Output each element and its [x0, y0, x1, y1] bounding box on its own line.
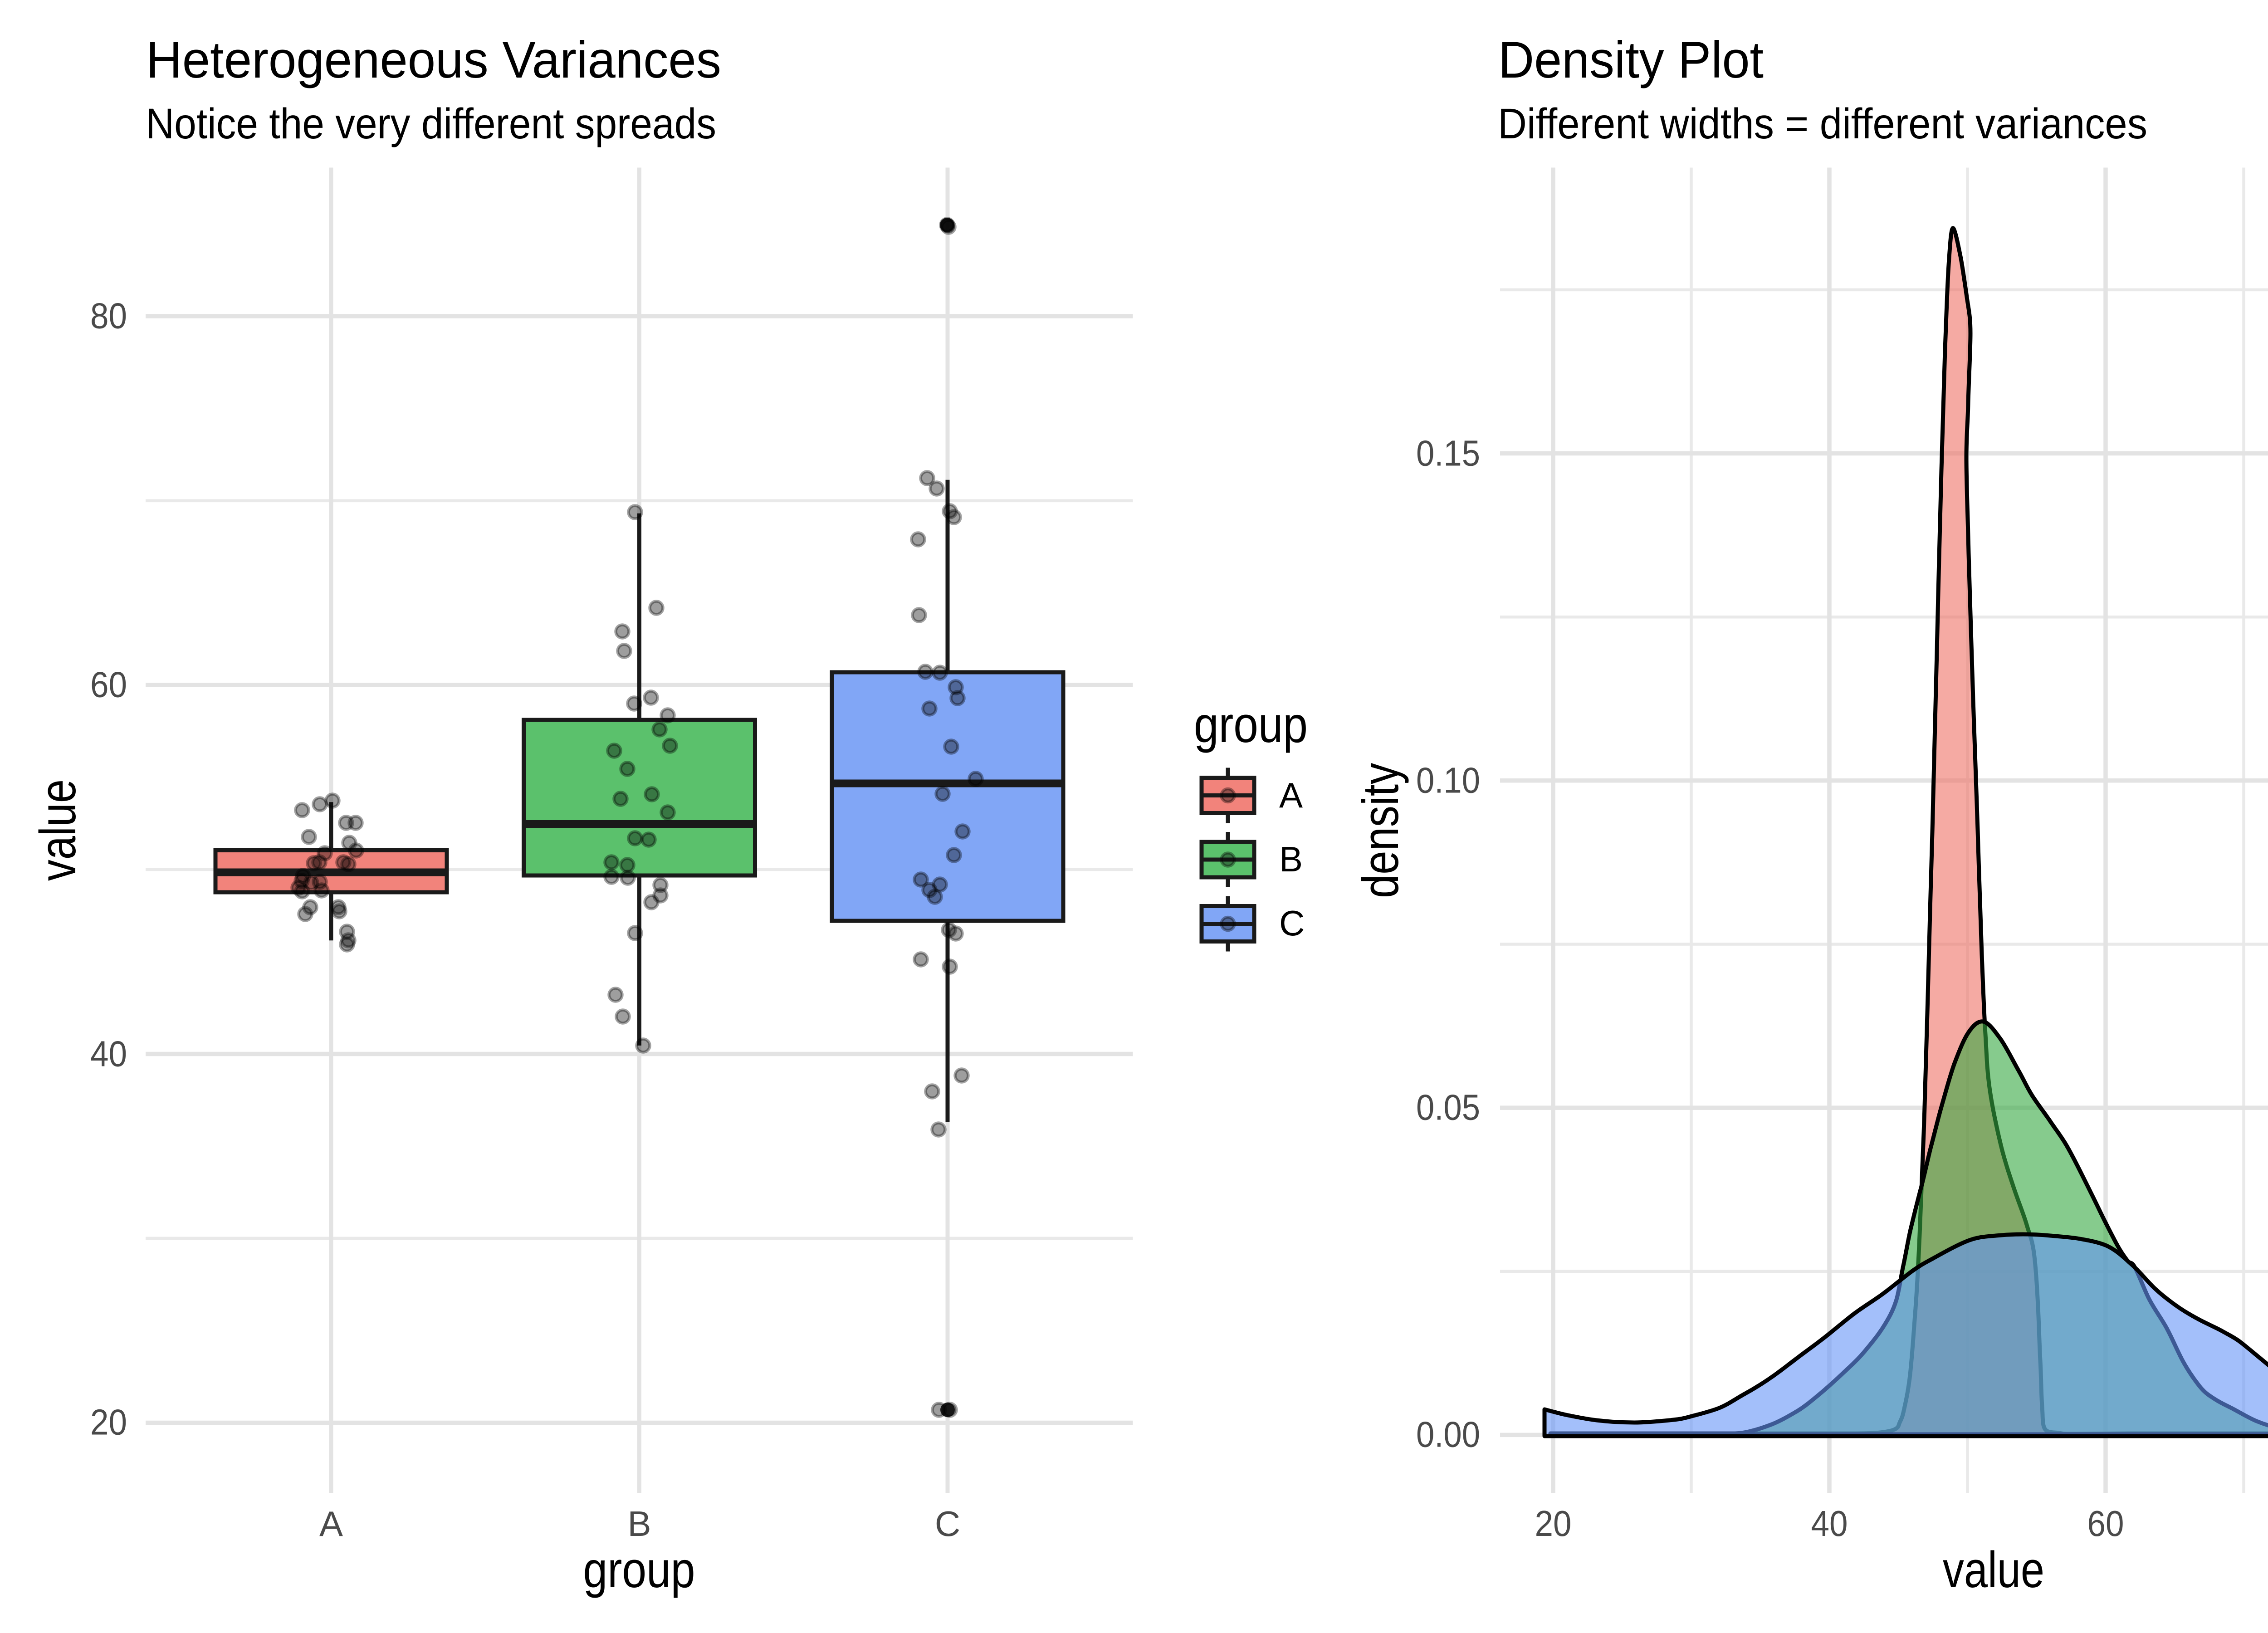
svg-text:Notice the very different spre: Notice the very different spreads: [146, 100, 716, 148]
svg-text:density: density: [1352, 763, 1409, 898]
svg-text:40: 40: [90, 1034, 127, 1074]
svg-text:value: value: [1943, 1541, 2044, 1598]
svg-text:60: 60: [2087, 1503, 2124, 1544]
svg-text:20: 20: [1535, 1503, 1572, 1544]
svg-text:0.10: 0.10: [1416, 760, 1480, 801]
svg-text:0.00: 0.00: [1416, 1414, 1480, 1455]
svg-text:60: 60: [90, 665, 127, 705]
svg-text:A: A: [1279, 775, 1303, 815]
svg-text:Heterogeneous Variances: Heterogeneous Variances: [146, 31, 721, 89]
svg-text:A: A: [319, 1504, 343, 1544]
svg-text:20: 20: [90, 1402, 127, 1442]
svg-text:group: group: [583, 1541, 695, 1598]
svg-text:40: 40: [1811, 1503, 1848, 1544]
svg-text:80: 80: [90, 296, 127, 336]
svg-text:value: value: [29, 779, 86, 881]
svg-text:B: B: [627, 1504, 651, 1544]
svg-text:0.05: 0.05: [1416, 1087, 1480, 1128]
svg-text:0.15: 0.15: [1416, 433, 1480, 474]
svg-text:Different widths = different v: Different widths = different variances: [1498, 100, 2147, 148]
svg-text:group: group: [1194, 696, 1308, 753]
svg-text:C: C: [1279, 903, 1305, 943]
svg-text:C: C: [935, 1504, 960, 1544]
svg-text:B: B: [1279, 839, 1303, 879]
svg-text:Density Plot: Density Plot: [1498, 31, 1764, 89]
